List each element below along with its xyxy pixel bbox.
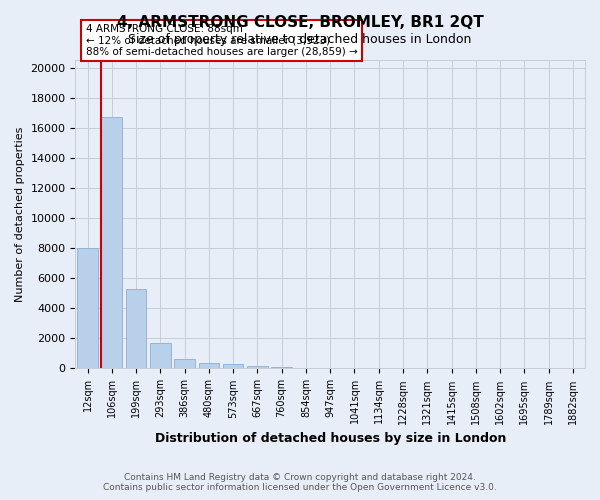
Bar <box>174 360 195 368</box>
Bar <box>101 117 122 368</box>
Bar <box>247 366 268 368</box>
Bar <box>223 364 244 368</box>
Text: 4, ARMSTRONG CLOSE, BROMLEY, BR1 2QT: 4, ARMSTRONG CLOSE, BROMLEY, BR1 2QT <box>116 15 484 30</box>
Bar <box>199 362 219 368</box>
X-axis label: Distribution of detached houses by size in London: Distribution of detached houses by size … <box>155 432 506 445</box>
Text: Contains HM Land Registry data © Crown copyright and database right 2024.
Contai: Contains HM Land Registry data © Crown c… <box>103 473 497 492</box>
Bar <box>150 343 170 368</box>
Bar <box>126 288 146 368</box>
Y-axis label: Number of detached properties: Number of detached properties <box>15 126 25 302</box>
Bar <box>271 367 292 368</box>
Text: Size of property relative to detached houses in London: Size of property relative to detached ho… <box>128 32 472 46</box>
Bar <box>77 248 98 368</box>
Text: 4 ARMSTRONG CLOSE: 88sqm
← 12% of detached houses are smaller (3,923)
88% of sem: 4 ARMSTRONG CLOSE: 88sqm ← 12% of detach… <box>86 24 358 57</box>
